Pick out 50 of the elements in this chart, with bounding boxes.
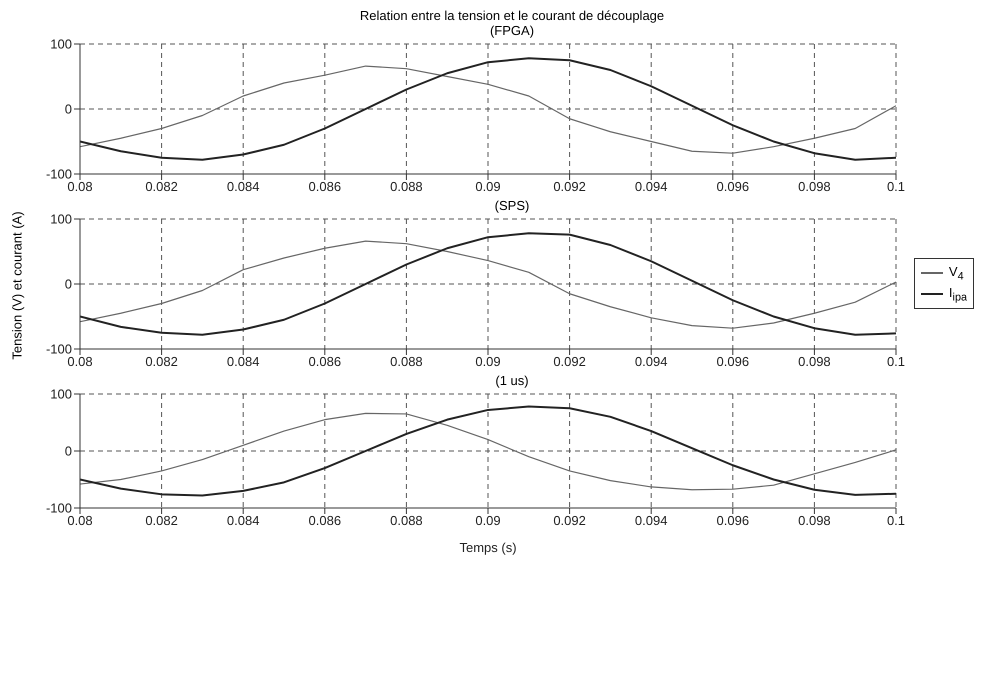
x-tick-label: 0.092 (553, 513, 586, 528)
chart-title: (SPS) (494, 198, 530, 213)
x-tick-label: 0.094 (634, 179, 668, 194)
x-tick-label: 0.084 (226, 513, 260, 528)
x-tick-label: 0.094 (634, 354, 668, 370)
x-tick-label: 0.08 (67, 513, 93, 528)
legend-label: I$_{ipa}$ (948, 284, 967, 304)
x-tick-label: 0.09 (475, 513, 501, 528)
y-tick-label: 0 (64, 276, 72, 292)
x-axis-title: Temps (s) (459, 540, 517, 555)
x-tick-label: 0.1 (886, 513, 906, 528)
y-axis-title: Tension (V) et courant (A) (10, 211, 24, 360)
x-tick-label: 0.098 (798, 354, 831, 370)
x-tick-label: 0.096 (716, 179, 750, 194)
y-tick-label: 100 (50, 212, 72, 227)
x-tick-label: 0.09 (475, 179, 501, 194)
x-tick-label: 0.096 (716, 354, 750, 370)
x-tick-label: 0.096 (716, 513, 750, 528)
y-tick-label: 0 (64, 444, 72, 459)
x-tick-label: 0.092 (553, 179, 586, 194)
y-tick-label: 100 (50, 386, 72, 402)
y-tick-label: -100 (46, 500, 72, 516)
x-tick-label: 0.08 (67, 179, 93, 194)
x-tick-label: 0.088 (390, 179, 423, 194)
x-tick-label: 0.088 (390, 513, 423, 528)
x-tick-label: 0.098 (798, 179, 831, 194)
x-tick-label: 0.082 (145, 179, 178, 194)
y-tick-label: -100 (46, 166, 72, 182)
x-tick-label: 0.1 (886, 179, 906, 194)
x-tick-label: 0.092 (553, 354, 586, 370)
x-tick-label: 0.1 (886, 354, 906, 370)
x-tick-label: 0.082 (145, 354, 178, 370)
x-tick-label: 0.098 (798, 513, 831, 528)
y-tick-label: -100 (46, 342, 72, 357)
x-tick-label: 0.086 (308, 354, 342, 370)
x-tick-label: 0.094 (634, 513, 668, 528)
legend-label: V$_{4}$ (948, 264, 964, 283)
x-tick-label: 0.086 (308, 179, 342, 194)
y-tick-label: 100 (50, 36, 72, 52)
x-tick-label: 0.084 (226, 354, 260, 370)
x-tick-label: 0.088 (390, 354, 423, 370)
chart-subtitle: (FPGA) (488, 23, 536, 38)
chart-title: Relation entre la tension et le courant de découplage (358, 8, 666, 23)
x-tick-label: 0.09 (475, 354, 501, 370)
chart-title: (1 us) (494, 373, 530, 388)
x-tick-label: 0.084 (226, 179, 260, 194)
y-tick-label: 0 (64, 102, 72, 117)
x-tick-label: 0.082 (145, 513, 178, 528)
x-tick-label: 0.086 (308, 513, 342, 528)
x-tick-label: 0.08 (67, 354, 93, 370)
